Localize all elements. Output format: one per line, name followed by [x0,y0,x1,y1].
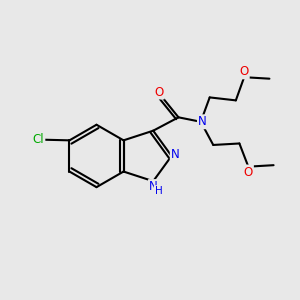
Text: N: N [198,115,207,128]
Text: H: H [155,186,162,196]
Text: N: N [149,180,158,193]
Text: N: N [171,148,179,161]
Text: Cl: Cl [33,133,44,146]
Text: O: O [239,65,249,78]
Text: O: O [244,166,253,178]
Text: O: O [154,85,164,99]
